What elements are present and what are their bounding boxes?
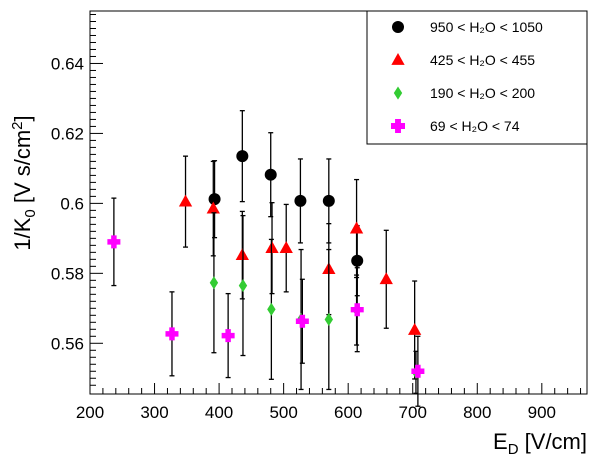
data-point — [295, 314, 309, 328]
legend-marker — [392, 21, 404, 33]
data-point — [408, 322, 422, 335]
data-point — [208, 193, 221, 206]
x-tick-label: 900 — [528, 403, 556, 422]
series-2 — [178, 155, 422, 380]
data-point — [324, 312, 334, 327]
data-point — [294, 194, 307, 207]
data-point — [178, 194, 193, 207]
data-point — [267, 302, 276, 316]
data-point — [236, 150, 249, 163]
x-tick-label: 600 — [334, 403, 362, 422]
y-axis-title: 1/K0 [V s/cm2] — [9, 115, 39, 250]
data-point — [107, 235, 121, 249]
data-point — [238, 279, 248, 293]
data-marks — [107, 110, 425, 407]
data-point — [411, 364, 425, 378]
legend-label: 950 < H₂O < 1050 — [430, 19, 543, 35]
x-tick-label: 300 — [140, 403, 168, 422]
x-tick-label: 400 — [205, 403, 233, 422]
series-1 — [208, 110, 364, 297]
legend-box — [366, 10, 588, 145]
legend-label: 425 < H₂O < 455 — [430, 52, 535, 68]
y-tick-label: 0.56 — [51, 334, 84, 353]
legend-label: 190 < H₂O < 200 — [430, 85, 535, 101]
data-point — [349, 221, 364, 234]
x-tick-label: 700 — [399, 403, 427, 422]
data-point — [209, 276, 219, 290]
x-tick-label: 500 — [269, 403, 297, 422]
legend-marker — [393, 86, 403, 100]
x-axis-title: ED [V/cm] — [493, 429, 587, 458]
x-tick-label: 200 — [76, 403, 104, 422]
data-point — [264, 168, 277, 181]
y-tick-label: 0.64 — [51, 54, 84, 73]
y-tick-label: 0.6 — [60, 194, 84, 213]
data-point — [279, 241, 293, 254]
data-point — [322, 194, 335, 207]
x-tick-label: 800 — [463, 403, 491, 422]
data-point — [379, 272, 393, 285]
axis-titles: ED [V/cm] 1/K0 [V s/cm2] — [9, 115, 587, 458]
data-point — [165, 327, 179, 341]
legend: 950 < H₂O < 1050 425 < H₂O < 455 190 < H₂O… — [366, 10, 588, 145]
series-4 — [107, 197, 425, 407]
plot-frame — [89, 10, 588, 395]
axes: 200 300 400 500 600 700 800 900 0.56 0.58 0.6 0.62 0… — [51, 13, 582, 422]
y-tick-label: 0.58 — [51, 264, 84, 283]
data-point — [206, 201, 220, 214]
legend-label: 69 < H₂O < 74 — [430, 118, 520, 134]
legend-marker — [391, 53, 405, 65]
data-point — [350, 303, 364, 317]
legend-marker — [391, 119, 405, 133]
y-tick-label: 0.62 — [51, 124, 84, 143]
data-point — [221, 329, 235, 343]
